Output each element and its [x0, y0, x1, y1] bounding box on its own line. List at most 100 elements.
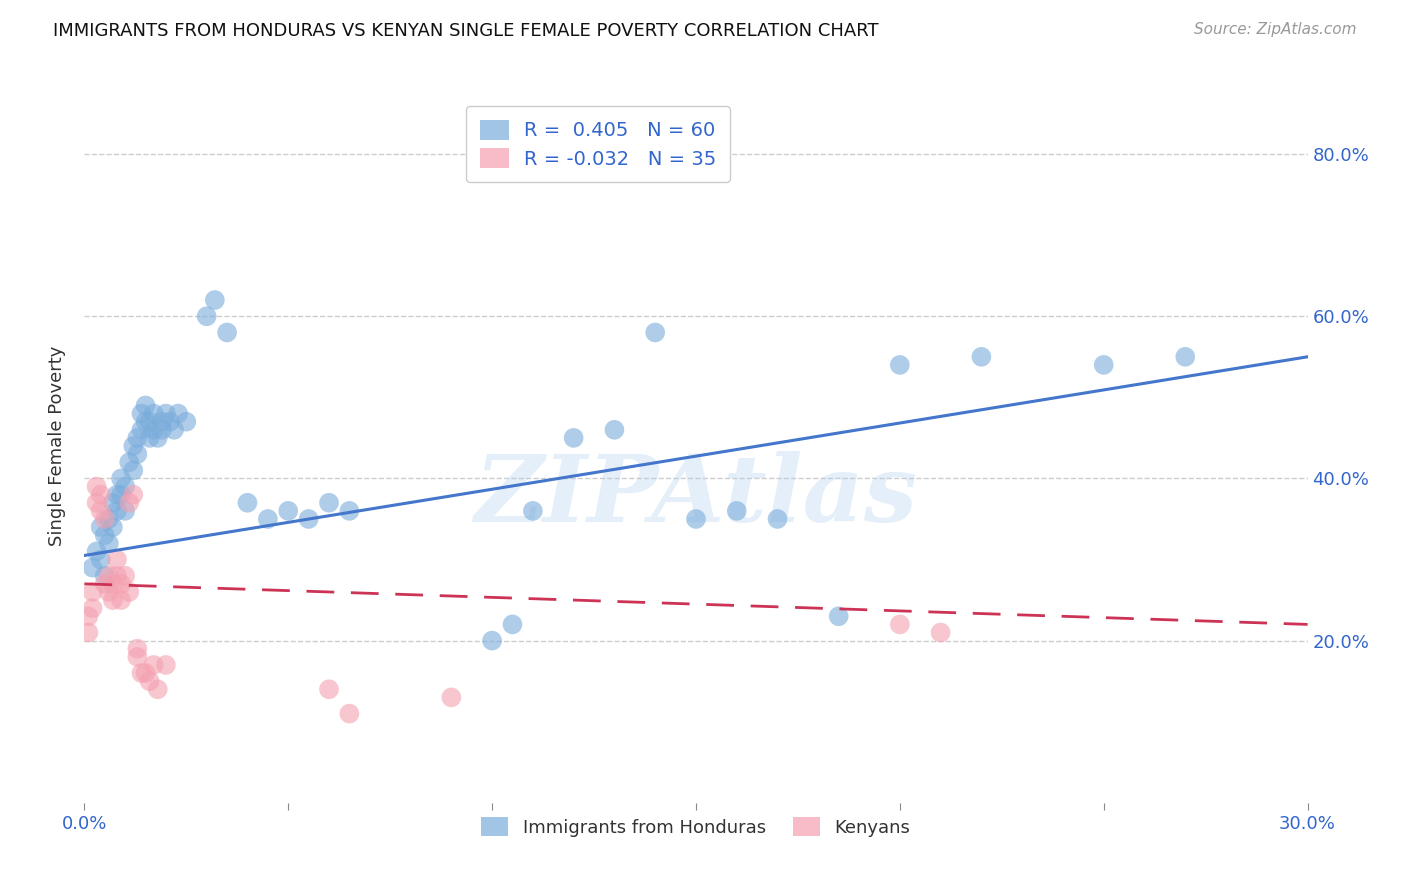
- Point: [110, 577, 132, 591]
- Point: [685, 512, 707, 526]
- Point: [118, 496, 141, 510]
- Point: [90, 520, 112, 534]
- Point: [118, 455, 141, 469]
- Point: [101, 593, 124, 607]
- Point: [82, 601, 104, 615]
- Point: [146, 431, 169, 445]
- Point: [90, 552, 112, 566]
- Point: [481, 633, 503, 648]
- Point: [889, 617, 911, 632]
- Point: [440, 690, 463, 705]
- Point: [1092, 358, 1115, 372]
- Point: [339, 706, 361, 721]
- Point: [142, 407, 165, 421]
- Point: [1174, 350, 1197, 364]
- Point: [86, 479, 108, 493]
- Point: [77, 609, 100, 624]
- Point: [131, 423, 153, 437]
- Point: [828, 609, 851, 624]
- Y-axis label: Single Female Poverty: Single Female Poverty: [48, 346, 66, 546]
- Point: [93, 568, 115, 582]
- Point: [163, 423, 186, 437]
- Text: IMMIGRANTS FROM HONDURAS VS KENYAN SINGLE FEMALE POVERTY CORRELATION CHART: IMMIGRANTS FROM HONDURAS VS KENYAN SINGL…: [53, 22, 879, 40]
- Point: [101, 520, 124, 534]
- Point: [122, 463, 145, 477]
- Point: [90, 504, 112, 518]
- Point: [167, 407, 190, 421]
- Point: [603, 423, 626, 437]
- Point: [155, 657, 177, 672]
- Point: [110, 593, 132, 607]
- Point: [105, 552, 128, 566]
- Point: [105, 488, 128, 502]
- Point: [298, 512, 321, 526]
- Point: [114, 504, 136, 518]
- Point: [135, 415, 157, 429]
- Point: [86, 544, 108, 558]
- Point: [135, 666, 157, 681]
- Point: [889, 358, 911, 372]
- Point: [105, 504, 128, 518]
- Text: Source: ZipAtlas.com: Source: ZipAtlas.com: [1194, 22, 1357, 37]
- Point: [93, 528, 115, 542]
- Point: [127, 649, 149, 664]
- Point: [77, 625, 100, 640]
- Point: [522, 504, 544, 518]
- Point: [82, 585, 104, 599]
- Point: [138, 674, 160, 689]
- Point: [146, 682, 169, 697]
- Point: [131, 407, 153, 421]
- Legend: Immigrants from Honduras, Kenyans: Immigrants from Honduras, Kenyans: [474, 810, 918, 844]
- Point: [135, 399, 157, 413]
- Point: [86, 496, 108, 510]
- Point: [114, 479, 136, 493]
- Point: [195, 310, 218, 324]
- Point: [105, 568, 128, 582]
- Point: [122, 439, 145, 453]
- Point: [82, 560, 104, 574]
- Point: [93, 512, 115, 526]
- Point: [110, 471, 132, 485]
- Point: [118, 585, 141, 599]
- Point: [970, 350, 993, 364]
- Point: [174, 415, 197, 429]
- Point: [766, 512, 789, 526]
- Point: [142, 423, 165, 437]
- Point: [929, 625, 952, 640]
- Point: [204, 293, 226, 307]
- Point: [101, 577, 124, 591]
- Point: [257, 512, 280, 526]
- Point: [127, 431, 149, 445]
- Point: [101, 496, 124, 510]
- Point: [90, 488, 112, 502]
- Point: [339, 504, 361, 518]
- Point: [138, 415, 160, 429]
- Point: [318, 682, 340, 697]
- Point: [236, 496, 259, 510]
- Point: [150, 415, 173, 429]
- Point: [277, 504, 299, 518]
- Point: [97, 536, 120, 550]
- Point: [97, 585, 120, 599]
- Point: [318, 496, 340, 510]
- Point: [131, 666, 153, 681]
- Point: [562, 431, 585, 445]
- Text: ZIPAtlas: ZIPAtlas: [474, 451, 918, 541]
- Point: [217, 326, 239, 340]
- Point: [502, 617, 524, 632]
- Point: [93, 577, 115, 591]
- Point: [150, 423, 173, 437]
- Point: [138, 431, 160, 445]
- Point: [155, 407, 177, 421]
- Point: [127, 447, 149, 461]
- Point: [142, 657, 165, 672]
- Point: [644, 326, 666, 340]
- Point: [110, 488, 132, 502]
- Point: [114, 568, 136, 582]
- Point: [725, 504, 748, 518]
- Point: [97, 568, 120, 582]
- Point: [122, 488, 145, 502]
- Point: [97, 512, 120, 526]
- Point: [159, 415, 181, 429]
- Point: [127, 641, 149, 656]
